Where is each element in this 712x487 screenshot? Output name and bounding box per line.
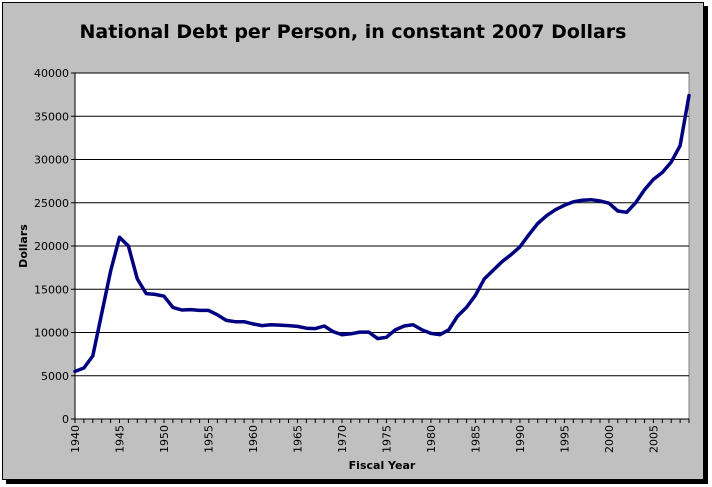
data-point [243,320,246,323]
y-tick-label: 5000 [41,370,69,383]
data-point [82,366,85,369]
data-point [403,325,406,328]
data-point [154,293,157,296]
data-point [447,328,450,331]
data-point [536,222,539,225]
y-tick-label: 25000 [34,197,69,210]
data-point [483,277,486,280]
data-point [207,309,210,312]
data-point [145,292,148,295]
x-tick-label: 1975 [380,425,393,453]
x-tick-label: 1955 [202,425,215,453]
x-axis-label: Fiscal Year [349,459,416,472]
data-point [590,198,593,201]
data-point [260,324,263,327]
x-tick-label: 1990 [514,425,527,453]
x-tick-label: 1995 [558,425,571,453]
y-tick-label: 30000 [34,154,69,167]
data-point [136,277,139,280]
data-point [278,324,281,327]
data-point [581,199,584,202]
data-point [91,354,94,357]
data-point [474,294,477,297]
data-point [501,260,504,263]
data-point [376,337,379,340]
line-chart: 0 5000 10000 15000 20000 25000 30000 35000 40000… [17,67,691,472]
data-point [251,322,254,325]
data-point [510,253,513,256]
data-point [216,313,219,316]
data-point [269,323,272,326]
x-tick-label: 1950 [158,425,171,453]
data-point [367,331,370,334]
data-point [545,214,548,217]
data-point [296,325,299,328]
data-point [162,295,165,298]
x-tick-label: 1940 [69,425,82,453]
data-point [492,269,495,272]
y-tick-label: 0 [62,413,69,426]
data-point [314,327,317,330]
data-point [554,208,557,211]
data-point [198,309,201,312]
data-point [225,319,228,322]
data-point [100,312,103,315]
series-line [73,93,691,374]
data-point [429,332,432,335]
data-point [572,200,575,203]
data-point [74,370,77,373]
data-point [323,325,326,328]
data-point [349,332,352,335]
data-point [518,245,521,248]
data-point [385,336,388,339]
data-point [358,331,361,334]
x-tick-label: 1965 [291,425,304,453]
x-tick-label: 1970 [336,425,349,453]
data-point [456,315,459,318]
data-point [332,330,335,333]
data-point [563,204,566,207]
data-point [189,308,192,311]
data-point [607,202,610,205]
data-point [118,236,121,239]
x-tick-label: 2000 [603,425,616,453]
data-point [625,211,628,214]
data-point [171,306,174,309]
chart-frame: National Debt per Person, in constant 20… [2,2,704,480]
data-point [670,161,673,164]
x-tick-label: 1945 [113,425,126,453]
data-point [465,306,468,309]
data-point [652,178,655,181]
data-point [109,270,112,273]
y-tick-label: 40000 [34,67,69,80]
data-point [688,94,691,97]
y-tick-label: 20000 [34,240,69,253]
data-point [616,209,619,212]
data-point [394,328,397,331]
x-tick-label: 1960 [247,425,260,453]
y-tick-label: 10000 [34,327,69,340]
data-point [180,309,183,312]
chart-title: National Debt per Person, in constant 20… [79,21,627,43]
y-axis-label: Dollars [17,224,30,268]
data-point [287,324,290,327]
data-point [340,333,343,336]
x-tick-label: 1980 [425,425,438,453]
x-tick-label: 2005 [647,425,660,453]
data-point [438,333,441,336]
data-point [661,171,664,174]
data-point [527,233,530,236]
data-point [634,201,637,204]
y-tick-label: 15000 [34,283,69,296]
data-point [305,327,308,330]
data-point [421,328,424,331]
data-point [412,323,415,326]
data-point [679,144,682,147]
data-point [599,200,602,203]
data-point [643,188,646,191]
data-point [127,245,130,248]
y-tick-label: 35000 [34,110,69,123]
x-tick-label: 1985 [469,425,482,453]
data-point [234,320,237,323]
